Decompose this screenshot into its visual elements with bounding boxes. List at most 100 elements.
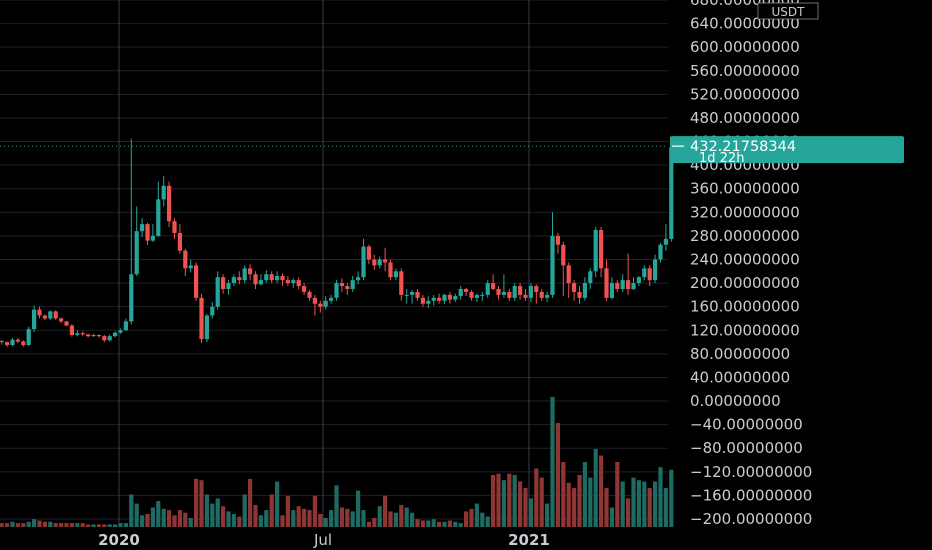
candle-body — [420, 297, 425, 304]
x-tick-label: 2021 — [508, 531, 550, 549]
currency-unit-frame[interactable] — [757, 2, 819, 20]
candle-body — [442, 294, 447, 301]
currency-unit-label: USDT — [772, 5, 806, 19]
candle-body — [210, 306, 215, 316]
candle-body — [555, 235, 560, 245]
currency-unit-box[interactable]: USDT — [757, 2, 819, 20]
volume-bar — [415, 519, 420, 527]
candle-body — [658, 244, 663, 260]
volume-bar — [183, 512, 188, 527]
volume-bar — [296, 506, 301, 527]
volume-bar — [102, 524, 107, 527]
volume-bar — [474, 503, 479, 527]
candle-body — [215, 277, 220, 307]
volume-bar — [372, 517, 377, 527]
candle-body — [226, 283, 231, 289]
candle-body — [145, 224, 150, 241]
volume-bar — [96, 524, 101, 527]
y-tick-label: 240.00000000 — [690, 251, 800, 269]
volume-bar — [69, 523, 74, 527]
volume-bar — [221, 506, 226, 527]
volume-bar — [528, 498, 533, 527]
volume-bar — [464, 511, 469, 527]
volume-bar — [210, 503, 215, 527]
volume-bar — [626, 498, 631, 527]
candle-body — [291, 280, 296, 284]
candle-body — [669, 147, 674, 239]
volume-bar — [231, 514, 236, 527]
volume-bar — [361, 510, 366, 527]
volume-bar — [383, 495, 388, 527]
volume-bar — [150, 507, 155, 527]
candle-body — [593, 230, 598, 272]
volume-bar — [561, 462, 566, 527]
candle-body — [561, 244, 566, 266]
volume-bar — [404, 507, 409, 527]
candle-body — [518, 286, 523, 295]
candle-body — [577, 291, 582, 298]
volume-bar — [302, 508, 307, 527]
x-tick-label: 2020 — [98, 531, 140, 549]
volume-bar — [599, 455, 604, 527]
volume-bar — [447, 520, 452, 527]
y-tick-label: 0.00000000 — [690, 392, 781, 410]
volume-bar — [248, 478, 253, 527]
volume-bar — [145, 514, 150, 527]
volume-bar — [345, 508, 350, 527]
candle-body — [399, 271, 404, 295]
volume-bar — [491, 475, 496, 527]
volume-bar — [631, 477, 636, 527]
volume-bar — [582, 462, 587, 527]
y-tick-label: 600.00000000 — [690, 38, 800, 56]
volume-bar — [377, 506, 382, 527]
candle-body — [485, 283, 490, 295]
volume-bar — [167, 510, 172, 527]
volume-bar — [485, 516, 490, 527]
y-tick-label: −200.00000000 — [690, 510, 812, 528]
candle-body — [21, 341, 26, 346]
volume-bar — [356, 490, 361, 527]
candle-body — [474, 294, 479, 298]
volume-bar — [26, 521, 31, 527]
y-tick-label: 280.00000000 — [690, 227, 800, 245]
candle-body — [199, 297, 204, 340]
candle-body — [437, 297, 442, 301]
y-tick-label: 120.00000000 — [690, 321, 800, 339]
candle-body — [264, 274, 269, 281]
candle-body — [642, 268, 647, 278]
candle-body — [167, 185, 172, 222]
candle-body — [653, 259, 658, 281]
last-price-badge — [670, 136, 904, 164]
candle-body — [194, 265, 199, 298]
volume-bar — [107, 524, 112, 527]
volume-bar — [329, 510, 334, 527]
volume-bar — [242, 494, 247, 527]
volume-bar — [113, 524, 118, 527]
volume-bar — [194, 478, 199, 527]
price-axis[interactable]: 680.00000000640.00000000600.00000000560.… — [690, 0, 812, 528]
candle-body — [361, 246, 366, 278]
volume-bar — [577, 475, 582, 527]
volume-bar — [453, 521, 458, 527]
volume-bar — [226, 511, 231, 527]
candle-body — [37, 309, 42, 316]
candle-body — [334, 283, 339, 298]
candle-body — [582, 283, 587, 298]
volume-bar — [518, 481, 523, 527]
volume-bar — [437, 521, 442, 527]
candle-body — [566, 265, 571, 284]
candle-body — [129, 274, 134, 322]
time-axis[interactable]: 2020 Jul 2021 — [98, 531, 550, 549]
candle-body — [415, 291, 420, 298]
volume-bar — [204, 494, 209, 527]
volume-bar — [253, 504, 258, 527]
y-tick-label: 320.00000000 — [690, 203, 800, 221]
candle-body — [383, 259, 388, 263]
volume-bar — [388, 511, 393, 527]
y-tick-label: 80.00000000 — [690, 345, 790, 363]
volume-bar — [91, 524, 96, 527]
candle-body — [431, 297, 436, 301]
candle-body — [609, 283, 614, 298]
volume-bar — [177, 510, 182, 527]
